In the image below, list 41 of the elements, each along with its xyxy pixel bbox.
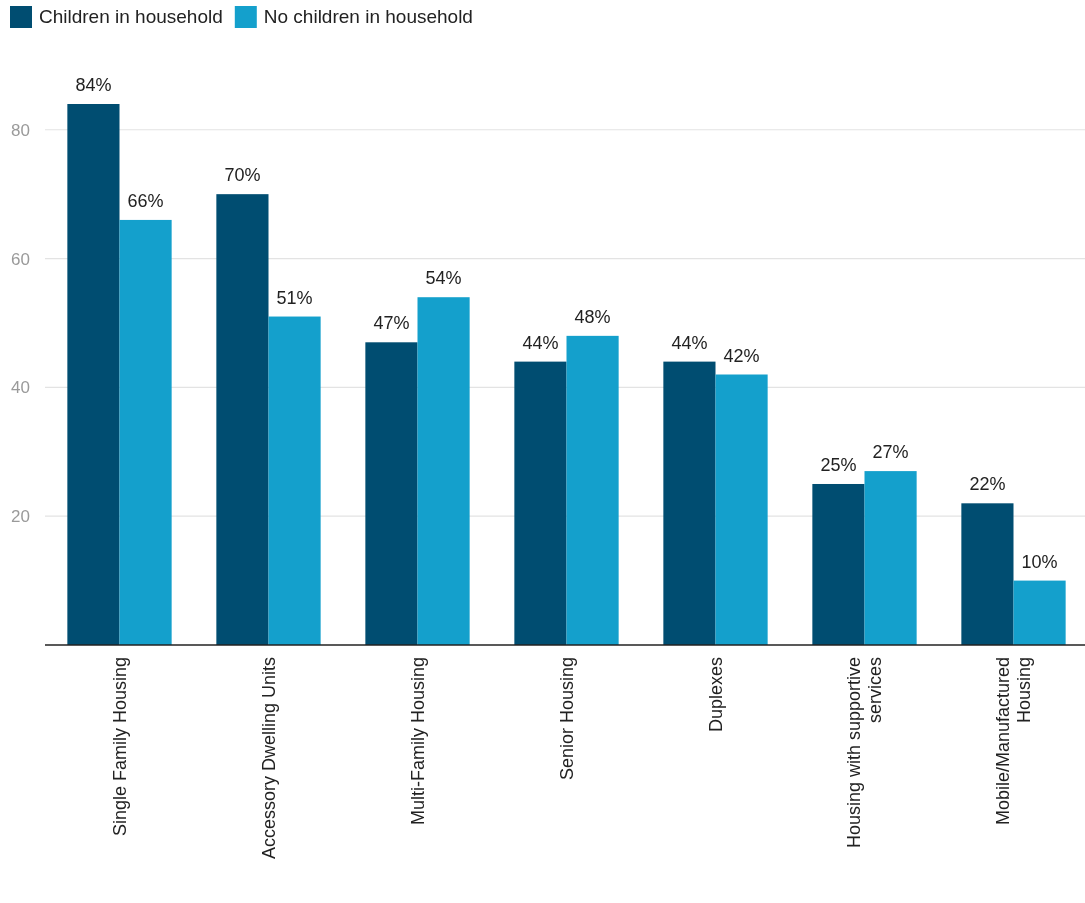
data-label: 48% (574, 306, 611, 327)
data-label: 54% (425, 268, 462, 289)
bar (67, 104, 120, 645)
bar (119, 219, 172, 645)
data-label: 66% (127, 190, 164, 211)
legend-label: No children in household (263, 6, 473, 27)
x-tick-label: Senior Housing (556, 657, 577, 781)
y-tick-label: 60 (11, 249, 30, 269)
data-label: 27% (872, 442, 909, 463)
x-tick-label: Mobile/Manufactured Housing (993, 657, 1034, 826)
x-tick-label: Duplexes (705, 657, 726, 733)
bar (216, 194, 269, 645)
bar (514, 361, 567, 645)
bar (715, 374, 768, 645)
bar (864, 471, 917, 645)
x-tick-label: Multi-Family Housing (407, 657, 428, 826)
bar (268, 316, 321, 645)
x-tick-label: Accessory Dwelling Units (258, 657, 279, 860)
data-label: 44% (522, 332, 559, 353)
data-label: 22% (969, 474, 1006, 495)
data-label: 70% (224, 165, 261, 186)
bar (812, 483, 865, 645)
bar (663, 361, 716, 645)
data-label: 10% (1021, 551, 1058, 572)
x-tick-label: Single Family Housing (109, 657, 130, 837)
y-tick-label: 20 (11, 507, 30, 527)
y-tick-label: 80 (11, 120, 30, 140)
data-label: 25% (820, 454, 857, 475)
legend-label: Children in household (39, 6, 223, 27)
bar (365, 342, 418, 645)
y-tick-label: 40 (11, 378, 30, 398)
x-tick-label: Housing with supportive services (844, 657, 885, 849)
bar (417, 297, 470, 645)
bar (1013, 580, 1066, 645)
data-label: 44% (671, 332, 708, 353)
bar (961, 503, 1014, 645)
data-label: 84% (75, 75, 112, 95)
bar (566, 335, 619, 645)
data-label: 42% (723, 345, 760, 366)
data-label: 47% (373, 313, 410, 334)
data-label: 51% (276, 287, 313, 308)
